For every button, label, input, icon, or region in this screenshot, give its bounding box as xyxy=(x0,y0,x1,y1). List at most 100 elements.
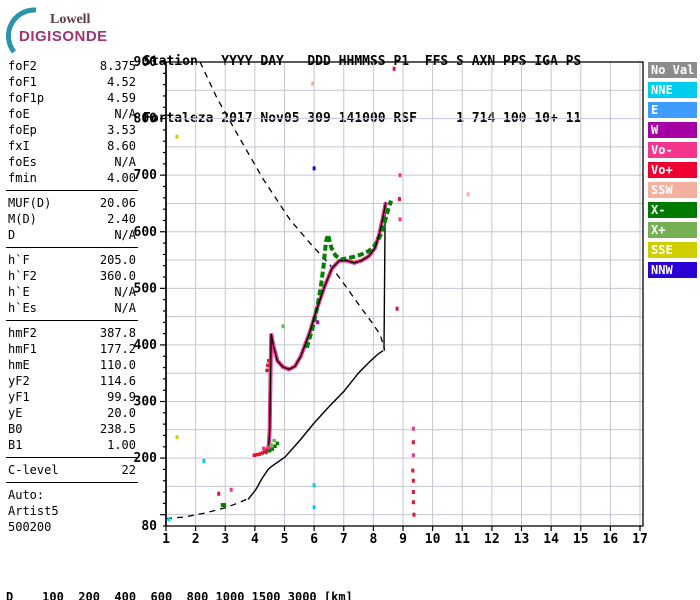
parameter-label: hmE xyxy=(8,358,30,372)
parameter-label: M(D) xyxy=(8,212,37,226)
parameter-group-divider xyxy=(6,482,138,483)
x-axis-tick-label: 1 xyxy=(162,532,170,547)
series-f1-bottom-x-plus xyxy=(269,443,273,447)
parameter-row: hmE 110.0 xyxy=(8,357,136,373)
parameter-value: N/A xyxy=(114,285,136,299)
x-axis-tick-label: 17 xyxy=(632,532,648,547)
parameter-row: hmF2 387.8 xyxy=(8,325,136,341)
parameter-label: Auto: xyxy=(8,488,45,502)
series-topside-profile-extrapolated xyxy=(199,61,386,351)
noise-echo-dot xyxy=(312,483,316,488)
series-f1-bottom-o-pink xyxy=(262,446,266,451)
parameter-group-divider xyxy=(6,320,138,321)
parameter-label: h`F2 xyxy=(8,269,37,283)
noise-echo-dot xyxy=(229,487,233,492)
parameter-row: M(D) 2.40 xyxy=(8,211,136,227)
noise-echo-dot xyxy=(398,217,402,222)
noise-echo-dot xyxy=(411,490,415,495)
parameter-label: 500200 xyxy=(8,520,52,534)
parameter-label: h`E xyxy=(8,285,30,299)
noise-echo-dot xyxy=(312,166,316,171)
noise-echo-dot xyxy=(397,196,401,201)
parameter-label: MUF(D) xyxy=(8,196,52,210)
noise-echo-dot xyxy=(398,173,402,178)
noise-echo-dot xyxy=(411,426,415,431)
parameter-value: 177.2 xyxy=(99,342,136,356)
x-axis-tick-label: 5 xyxy=(281,532,289,547)
parameter-value: 99.9 xyxy=(107,390,136,404)
parameter-value: N/A xyxy=(114,155,136,169)
y-axis-tick-label: 500 xyxy=(134,281,158,296)
parameter-row: fmin 4.00 xyxy=(8,170,136,186)
parameter-value: 4.00 xyxy=(107,171,136,185)
y-axis-tick-label: 800 xyxy=(134,112,158,127)
y-axis-tick-label: 900 xyxy=(134,55,158,70)
parameter-label: hmF2 xyxy=(8,326,37,340)
series-cusp-red-marks xyxy=(265,368,269,373)
legend-item-vo-: Vo+ xyxy=(648,162,697,178)
parameter-value: 2.40 xyxy=(107,212,136,226)
parameter-value: 3.53 xyxy=(107,123,136,137)
parameter-group-divider xyxy=(6,190,138,191)
parameter-label: foEp xyxy=(8,123,37,137)
parameter-value: N/A xyxy=(114,107,136,121)
parameter-value: 1.00 xyxy=(107,438,136,452)
parameter-row: yF2 114.6 xyxy=(8,373,136,389)
noise-echo-dot xyxy=(202,458,206,463)
x-axis-tick-label: 8 xyxy=(369,532,377,547)
parameter-row: h`Es N/A xyxy=(8,300,136,316)
series-f1-bottom-x-plus xyxy=(272,438,276,443)
parameter-group-divider xyxy=(6,247,138,248)
x-axis-tick-label: 7 xyxy=(340,532,348,547)
parameter-value: N/A xyxy=(114,228,136,242)
parameter-row: h`E N/A xyxy=(8,284,136,300)
series-f1-bottom-o-red xyxy=(265,448,269,452)
x-axis-tick-label: 6 xyxy=(310,532,318,547)
noise-echo-dot xyxy=(411,453,415,458)
series-true-height-profile xyxy=(247,350,384,500)
parameter-label: h`F xyxy=(8,253,30,267)
noise-echo-dot xyxy=(411,478,415,483)
parameter-value: 114.6 xyxy=(99,374,136,388)
parameter-row: foF1 4.52 xyxy=(8,74,136,90)
parameter-value: 8.375 xyxy=(99,59,136,73)
parameter-row: 500200 xyxy=(8,519,136,535)
logo-text-digisonde: DIGISONDE xyxy=(19,28,108,45)
parameter-label: foF1p xyxy=(8,91,45,105)
noise-echo-dot xyxy=(312,505,316,510)
y-axis-tick-label: 80 xyxy=(141,519,157,534)
y-axis-tick-label: 700 xyxy=(134,168,158,183)
series-cusp-red-marks xyxy=(266,363,270,368)
parameter-row: foF1p 4.59 xyxy=(8,90,136,106)
legend-item-nne: NNE xyxy=(648,82,697,98)
legend-item-vo-: Vo- xyxy=(648,142,697,158)
parameter-value: 205.0 xyxy=(99,253,136,267)
legend-item-w: W xyxy=(648,122,697,138)
x-axis-tick-label: 2 xyxy=(192,532,200,547)
muf-distance-row: D 100 200 400 600 800 1000 1500 3000 [km… xyxy=(6,590,353,600)
series-foF2-asymptote xyxy=(383,204,386,350)
parameter-row: foE N/A xyxy=(8,106,136,122)
series-f1-bottom-o-red xyxy=(262,450,267,454)
parameter-label: hmF1 xyxy=(8,342,37,356)
parameter-row: foEp 3.53 xyxy=(8,122,136,138)
series-f1-bottom-o-red xyxy=(260,451,265,455)
y-axis-tick-label: 300 xyxy=(134,395,158,410)
x-axis-tick-label: 12 xyxy=(484,532,500,547)
parameter-row: MUF(D) 20.06 xyxy=(8,195,136,211)
parameter-row: foEs N/A xyxy=(8,154,136,170)
x-axis-tick-label: 13 xyxy=(514,532,530,547)
parameter-row: B1 1.00 xyxy=(8,437,136,453)
series-f1-bottom-o-pink xyxy=(266,445,270,450)
parameter-label: yE xyxy=(8,406,23,420)
noise-echo-dot xyxy=(395,306,399,311)
parameter-value: N/A xyxy=(114,301,136,315)
parameter-label: Artist5 xyxy=(8,504,59,518)
x-axis-tick-label: 10 xyxy=(425,532,441,547)
legend-item-sse: SSE xyxy=(648,242,697,258)
x-axis-tick-label: 15 xyxy=(573,532,589,547)
series-f1-bottom-o-red xyxy=(255,452,259,457)
noise-echo-dot xyxy=(175,134,179,139)
parameter-row: h`F 205.0 xyxy=(8,252,136,268)
